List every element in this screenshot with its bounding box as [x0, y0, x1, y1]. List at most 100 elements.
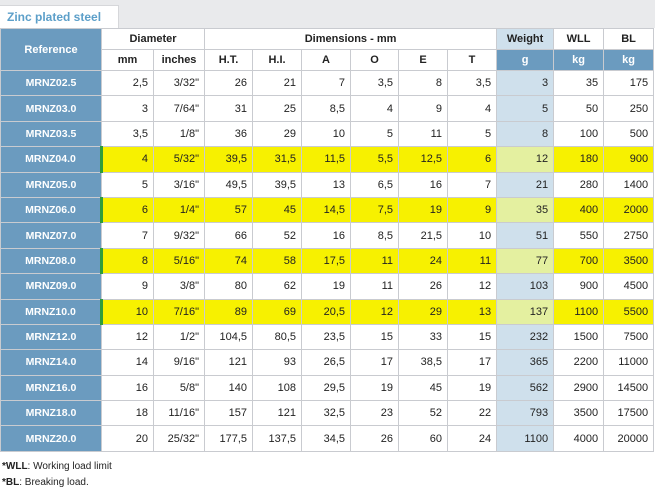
dim-e: E [398, 49, 449, 71]
table-cell: 9 [398, 95, 449, 122]
table-row: MRNZ14.0 14 9/16" 121 93 26,5 17 38,5 17 365 2200 1… [0, 349, 655, 376]
reference-cell: MRNZ06.0 [0, 196, 103, 224]
table-cell: 25/32" [152, 425, 206, 452]
table-cell: 177,5 [204, 425, 254, 452]
table-cell: 8,5 [350, 222, 400, 249]
bl-header: BL [603, 28, 655, 50]
table-cell: 34,5 [301, 425, 352, 452]
reference-cell: MRNZ03.0 [0, 95, 102, 122]
dim-o: O [350, 49, 400, 71]
table-cell: 9/32" [152, 222, 206, 249]
table-row: MRNZ07.0 7 9/32" 66 52 16 8,5 21,5 10 51 550 2750 [0, 222, 655, 249]
table-cell: 8,5 [301, 95, 352, 122]
table-cell: 175 [603, 69, 655, 97]
reference-cell: MRNZ18.0 [0, 400, 102, 427]
table-cell: 38,5 [398, 349, 449, 376]
table-row: MRNZ08.0 8 5/16" 74 58 17,5 11 24 11 77 700 3500 [0, 247, 655, 275]
table-cell: 5 [101, 171, 154, 198]
header-row-top: Reference Diameter Dimensions - mm Weigh… [0, 28, 655, 71]
table-cell: 5/16" [152, 247, 206, 275]
table-cell: 4000 [553, 425, 605, 452]
table-row: MRNZ05.0 5 3/16" 49,5 39,5 13 6,5 16 7 21 280 1400 [0, 171, 655, 198]
table-row: MRNZ03.5 3,5 1/8" 36 29 10 5 11 5 8 100 500 [0, 120, 655, 148]
table-cell: 21 [252, 69, 303, 97]
table-cell: 562 [496, 374, 555, 402]
table-cell: 900 [553, 273, 605, 300]
table-cell: 12,5 [398, 146, 449, 173]
table-cell: 80 [204, 273, 254, 300]
table-cell: 9 [447, 196, 498, 224]
table-cell: 31,5 [252, 146, 303, 173]
table-cell: 62 [252, 273, 303, 300]
table-cell: 180 [553, 146, 605, 173]
table-row: MRNZ10.0 10 7/16" 89 69 20,5 12 29 13 137 1100 5500 [0, 298, 655, 325]
table-cell: 1/4" [152, 196, 206, 224]
table-cell: 16 [301, 222, 352, 249]
table-cell: 29,5 [301, 374, 352, 402]
table-body: MRNZ02.5 2,5 3/32" 26 21 7 3,5 8 3,5 3 35 175 MRNZ03… [0, 69, 655, 452]
table-cell: 280 [553, 171, 605, 198]
table-cell: 15 [350, 323, 400, 351]
weight-header: Weight [496, 28, 555, 50]
unit-weight-g: g [496, 49, 555, 71]
table-cell: 700 [553, 247, 605, 275]
footnotes: *WLL: Working load limit *BL: Breaking l… [2, 459, 112, 491]
table-cell: 11000 [603, 349, 655, 376]
table-cell: 2900 [553, 374, 605, 402]
table-cell: 23 [350, 400, 400, 427]
reference-header: Reference [0, 28, 102, 71]
table-cell: 5/32" [152, 146, 206, 173]
dim-hi: H.I. [252, 49, 303, 71]
table-cell: 74 [204, 247, 254, 275]
table-cell: 39,5 [204, 146, 254, 173]
table-cell: 52 [252, 222, 303, 249]
table-cell: 6,5 [350, 171, 400, 198]
table-cell: 12 [350, 298, 400, 325]
table-cell: 3/32" [152, 69, 206, 97]
table-cell: 1500 [553, 323, 605, 351]
table-cell: 23,5 [301, 323, 352, 351]
table-cell: 108 [252, 374, 303, 402]
table-row: MRNZ12.0 12 1/2" 104,5 80,5 23,5 15 33 15 232 1500… [0, 323, 655, 351]
table-cell: 6 [447, 146, 498, 173]
table-row: MRNZ20.0 20 25/32" 177,5 137,5 34,5 26 60 24 1100… [0, 425, 655, 452]
table-cell: 19 [447, 374, 498, 402]
table-cell: 9 [101, 273, 154, 300]
table-cell: 3/8" [152, 273, 206, 300]
reference-cell: MRNZ09.0 [0, 273, 102, 300]
table-cell: 7 [301, 69, 352, 97]
table-cell: 121 [204, 349, 254, 376]
table-cell: 6 [101, 196, 154, 224]
table-cell: 7500 [603, 323, 655, 351]
table-cell: 3,5 [350, 69, 400, 97]
table-cell: 7/16" [152, 298, 206, 325]
reference-cell: MRNZ04.0 [0, 146, 103, 173]
table-cell: 93 [252, 349, 303, 376]
table-cell: 10 [447, 222, 498, 249]
table-cell: 66 [204, 222, 254, 249]
table-cell: 11/16" [152, 400, 206, 427]
table-cell: 14500 [603, 374, 655, 402]
footnote-wll: *WLL: Working load limit [2, 459, 112, 475]
table-cell: 3 [496, 69, 555, 97]
table-row: MRNZ02.5 2,5 3/32" 26 21 7 3,5 8 3,5 3 35 175 [0, 69, 655, 97]
table-cell: 19 [301, 273, 352, 300]
table-cell: 17 [447, 349, 498, 376]
table-cell: 793 [496, 400, 555, 427]
table-cell: 36 [204, 120, 254, 148]
table-cell: 10 [101, 298, 154, 325]
tab-zinc-plated-steel[interactable]: Zinc plated steel [0, 5, 119, 29]
table-cell: 58 [252, 247, 303, 275]
dim-a: A [301, 49, 352, 71]
table-cell: 16 [101, 374, 154, 402]
table-cell: 45 [252, 196, 303, 224]
table-row: MRNZ16.0 16 5/8" 140 108 29,5 19 45 19 562 2900 145… [0, 374, 655, 402]
footnote-wll-text: : Working load limit [27, 461, 112, 472]
table-cell: 50 [553, 95, 605, 122]
table-cell: 5,5 [350, 146, 400, 173]
table-cell: 11 [447, 247, 498, 275]
table-cell: 18 [101, 400, 154, 427]
table-cell: 24 [447, 425, 498, 452]
table-cell: 400 [553, 196, 605, 224]
table-cell: 12 [496, 146, 555, 173]
